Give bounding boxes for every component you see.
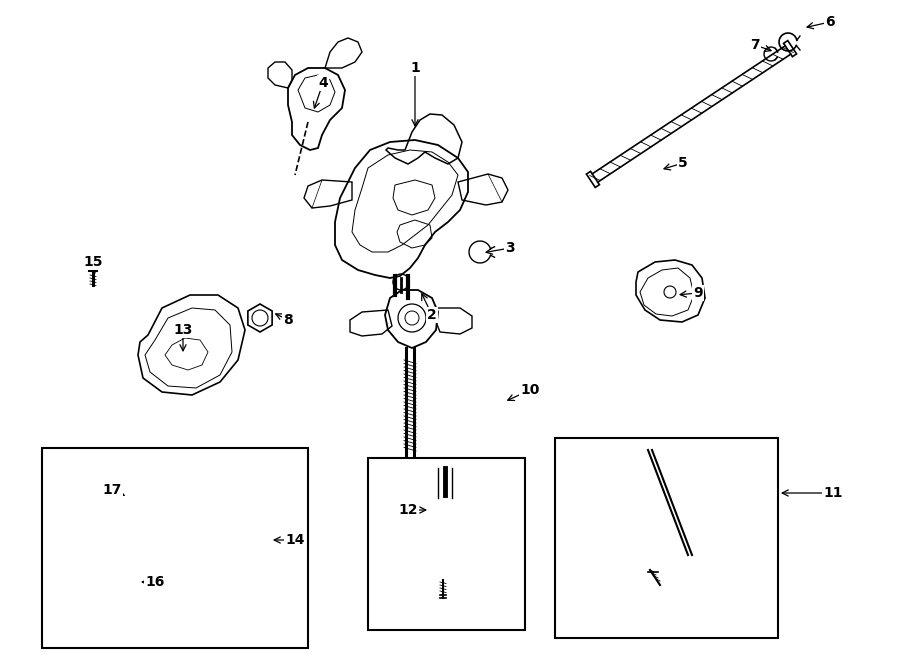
Text: 6: 6: [825, 15, 835, 29]
Text: 11: 11: [824, 486, 842, 500]
Bar: [368, 458, 525, 630]
Text: 1: 1: [410, 61, 420, 75]
Bar: [555, 438, 778, 638]
Text: 5: 5: [678, 156, 688, 170]
Text: 9: 9: [693, 286, 703, 300]
Text: 17: 17: [103, 483, 122, 497]
Text: 12: 12: [398, 503, 418, 517]
Text: 15: 15: [83, 255, 103, 269]
Text: 7: 7: [751, 38, 760, 52]
Text: 4: 4: [318, 76, 328, 90]
Text: 2: 2: [428, 308, 436, 322]
Text: 13: 13: [174, 323, 193, 337]
Text: 16: 16: [145, 575, 165, 589]
Text: 14: 14: [285, 533, 305, 547]
Bar: [42, 448, 308, 648]
Text: 3: 3: [505, 241, 515, 255]
Text: 10: 10: [520, 383, 540, 397]
Text: 8: 8: [284, 313, 292, 327]
